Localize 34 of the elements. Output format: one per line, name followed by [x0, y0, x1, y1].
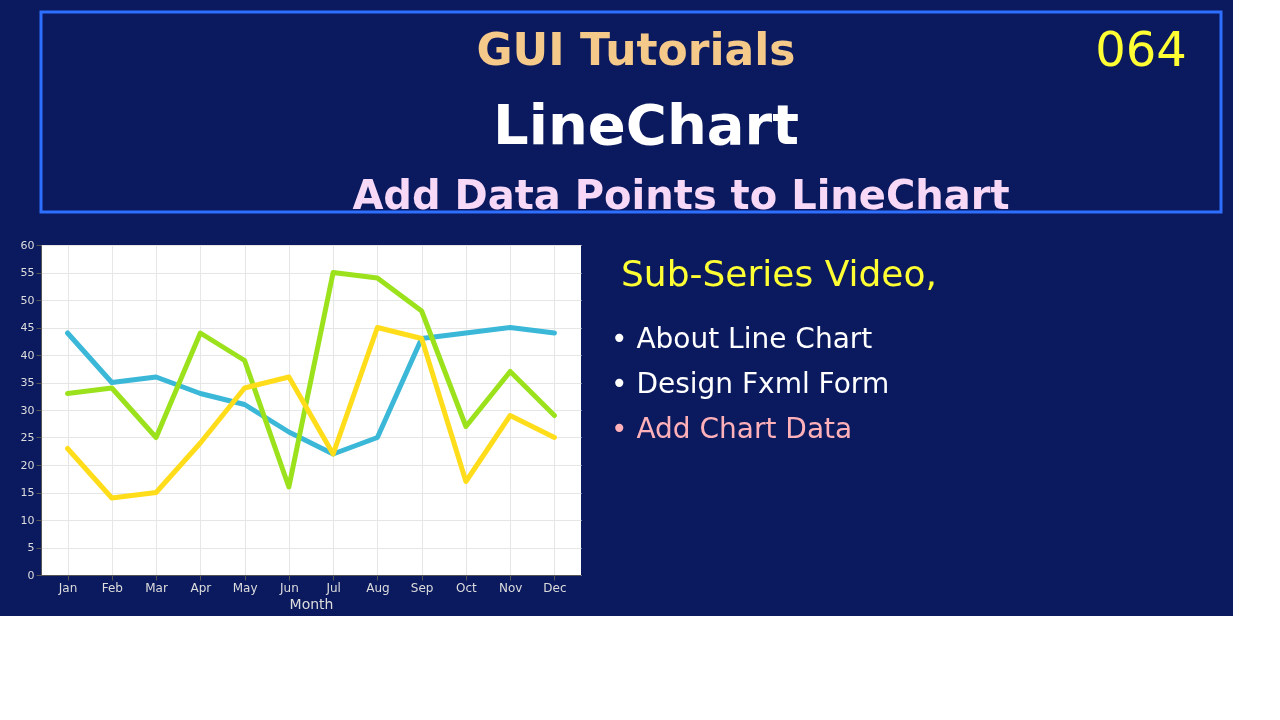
- x-tick-label: Aug: [366, 580, 390, 595]
- x-tick-label: Jun: [278, 580, 299, 595]
- text: Sub-Series Video,: [621, 253, 937, 294]
- text: GUI Tutorials: [476, 24, 796, 75]
- x-axis-title: Month: [289, 595, 334, 612]
- x-tick-label: Jul: [325, 580, 341, 595]
- y-tick-label: 40: [20, 348, 35, 362]
- x-tick-label: Mar: [145, 580, 168, 595]
- x-tick-label: Sep: [410, 580, 434, 595]
- y-tick-label: 10: [20, 513, 35, 527]
- y-tick-label: 55: [20, 266, 35, 279]
- text: • Add Chart Data: [611, 412, 853, 445]
- x-tick-label: Nov: [498, 580, 523, 595]
- x-tick-label: May: [232, 580, 258, 595]
- x-tick-label: Dec: [543, 580, 567, 595]
- y-tick-label: 35: [20, 376, 35, 389]
- y-tick-label: 60: [20, 238, 35, 252]
- chart-title: LineChart: [493, 92, 799, 157]
- x-tick-label: Oct: [456, 580, 478, 595]
- y-tick-label: 15: [20, 486, 35, 499]
- text: Add Data Points to LineChart: [352, 172, 1010, 218]
- y-tick-label: 20: [20, 458, 35, 472]
- x-tick-label: Apr: [190, 580, 212, 595]
- x-tick-label: Feb: [101, 580, 123, 595]
- x-tick-label: Jan: [57, 580, 78, 595]
- y-tick-label: 50: [20, 293, 35, 307]
- y-tick-label: 0: [27, 568, 35, 582]
- y-tick-label: 5: [27, 541, 35, 554]
- text: 064: [1095, 21, 1187, 77]
- text: • Design Fxml Form: [611, 367, 890, 400]
- y-tick-label: 30: [20, 403, 35, 417]
- text: • About Line Chart: [611, 322, 873, 355]
- y-tick-label: 25: [20, 431, 35, 444]
- y-tick-label: 45: [20, 321, 35, 334]
